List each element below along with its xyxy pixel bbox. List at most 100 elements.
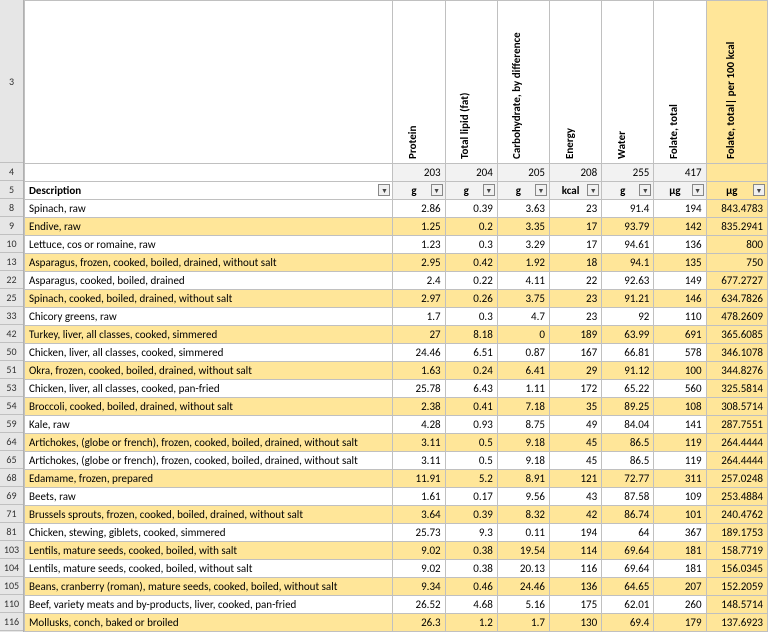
filter-dropdown-icon[interactable]: ▼ xyxy=(378,184,390,196)
data-cell: 0.41 xyxy=(445,398,497,416)
food-description: Brussels sprouts, frozen, cooked, boiled… xyxy=(25,506,393,524)
filter-dropdown-icon[interactable]: ▼ xyxy=(753,184,765,196)
data-cell: 181 xyxy=(654,560,706,578)
table-row[interactable]: Asparagus, frozen, cooked, boiled, drain… xyxy=(25,254,768,272)
table-row[interactable]: Beets, raw1.610.179.564387.58109253.4884 xyxy=(25,488,768,506)
filter-dropdown-icon[interactable]: ▼ xyxy=(639,184,651,196)
data-cell: 119 xyxy=(654,434,706,452)
data-cell: 264.4444 xyxy=(706,434,767,452)
unit-label: µg xyxy=(726,184,737,197)
data-cell: 3.63 xyxy=(497,200,549,218)
unit-cell[interactable]: µg ▼ xyxy=(706,182,767,200)
data-cell: 8.75 xyxy=(497,416,549,434)
data-cell: 0 xyxy=(497,326,549,344)
header-blank xyxy=(25,1,393,164)
column-header[interactable]: Energy xyxy=(549,1,601,164)
description-header[interactable]: Description▼ xyxy=(25,182,393,200)
unit-cell[interactable]: kcal▼ xyxy=(549,182,601,200)
data-cell: 691 xyxy=(654,326,706,344)
data-cell: 0.42 xyxy=(445,254,497,272)
data-cell: 91.4 xyxy=(602,200,654,218)
table-row[interactable]: Chicory greens, raw1.70.34.72392110478.2… xyxy=(25,308,768,326)
data-cell: 9.18 xyxy=(497,452,549,470)
data-cell: 308.5714 xyxy=(706,398,767,416)
table-row[interactable]: Spinach, raw2.860.393.632391.4194843.478… xyxy=(25,200,768,218)
data-cell: 8.32 xyxy=(497,506,549,524)
data-cell: 149 xyxy=(654,272,706,290)
table-row[interactable]: Edamame, frozen, prepared11.915.28.91121… xyxy=(25,470,768,488)
table-row[interactable]: Chicken, stewing, giblets, cooked, simme… xyxy=(25,524,768,542)
data-cell: 121 xyxy=(549,470,601,488)
data-cell: 136 xyxy=(549,578,601,596)
data-grid: ProteinTotal lipid (fat)Carbohydrate, by… xyxy=(24,0,768,632)
food-description: Broccoli, cooked, boiled, drained, witho… xyxy=(25,398,393,416)
table-row[interactable]: Chicken, liver, all classes, cooked, sim… xyxy=(25,344,768,362)
data-cell: 3.29 xyxy=(497,236,549,254)
filter-dropdown-icon[interactable]: ▼ xyxy=(692,184,704,196)
data-cell: 109 xyxy=(654,488,706,506)
filter-dropdown-icon[interactable]: ▼ xyxy=(483,184,495,196)
data-cell: 3.11 xyxy=(393,452,445,470)
food-description: Asparagus, frozen, cooked, boiled, drain… xyxy=(25,254,393,272)
data-cell: 86.5 xyxy=(602,434,654,452)
column-header[interactable]: Protein xyxy=(393,1,445,164)
unit-cell[interactable]: µg▼ xyxy=(654,182,706,200)
column-header[interactable]: Folate, total| per 100 kcal xyxy=(706,1,767,164)
filter-dropdown-icon[interactable]: ▼ xyxy=(431,184,443,196)
column-header[interactable]: Carbohydrate, by difference xyxy=(497,1,549,164)
data-cell: 100 xyxy=(654,362,706,380)
filter-dropdown-icon[interactable]: ▼ xyxy=(535,184,547,196)
data-cell: 8.91 xyxy=(497,470,549,488)
food-description: Okra, frozen, cooked, boiled, drained, w… xyxy=(25,362,393,380)
data-cell: 478.2609 xyxy=(706,308,767,326)
table-row[interactable]: Turkey, liver, all classes, cooked, simm… xyxy=(25,326,768,344)
data-cell: 64 xyxy=(602,524,654,542)
column-header[interactable]: Folate, total xyxy=(654,1,706,164)
unit-cell[interactable]: g▼ xyxy=(602,182,654,200)
table-row[interactable]: Broccoli, cooked, boiled, drained, witho… xyxy=(25,398,768,416)
data-cell: 365.6085 xyxy=(706,326,767,344)
unit-cell[interactable]: g▼ xyxy=(445,182,497,200)
table-row[interactable]: Artichokes, (globe or french), frozen, c… xyxy=(25,434,768,452)
table-row[interactable]: Beans, cranberry (roman), mature seeds, … xyxy=(25,578,768,596)
data-cell: 119 xyxy=(654,452,706,470)
data-cell: 20.13 xyxy=(497,560,549,578)
table-row[interactable]: Spinach, cooked, boiled, drained, withou… xyxy=(25,290,768,308)
data-cell: 69.64 xyxy=(602,560,654,578)
column-header[interactable]: Water xyxy=(602,1,654,164)
unit-cell[interactable]: g▼ xyxy=(497,182,549,200)
table-row[interactable]: Kale, raw4.280.938.754984.04141287.7551 xyxy=(25,416,768,434)
food-description: Chicken, liver, all classes, cooked, sim… xyxy=(25,344,393,362)
table-row[interactable]: Endive, raw1.250.23.351793.79142835.2941 xyxy=(25,218,768,236)
row-number: 64 xyxy=(0,433,23,451)
table-row[interactable]: Okra, frozen, cooked, boiled, drained, w… xyxy=(25,362,768,380)
data-cell: 0.22 xyxy=(445,272,497,290)
unit-cell[interactable]: g▼ xyxy=(393,182,445,200)
filter-dropdown-icon[interactable]: ▼ xyxy=(587,184,599,196)
data-cell: 25.73 xyxy=(393,524,445,542)
data-cell: 146 xyxy=(654,290,706,308)
data-cell: 1.92 xyxy=(497,254,549,272)
row-number: 65 xyxy=(0,451,23,469)
table-row[interactable]: Lentils, mature seeds, cooked, boiled, w… xyxy=(25,542,768,560)
row-number: 59 xyxy=(0,415,23,433)
data-cell: 2.95 xyxy=(393,254,445,272)
row-number: 116 xyxy=(0,613,23,631)
food-description: Lentils, mature seeds, cooked, boiled, w… xyxy=(25,542,393,560)
table-row[interactable]: Lentils, mature seeds, cooked, boiled, w… xyxy=(25,560,768,578)
data-cell: 560 xyxy=(654,380,706,398)
table-row[interactable]: Lettuce, cos or romaine, raw1.230.33.291… xyxy=(25,236,768,254)
table-row[interactable]: Brussels sprouts, frozen, cooked, boiled… xyxy=(25,506,768,524)
data-cell: 367 xyxy=(654,524,706,542)
table-row[interactable]: Asparagus, cooked, boiled, drained2.40.2… xyxy=(25,272,768,290)
data-cell: 287.7551 xyxy=(706,416,767,434)
table-row[interactable]: Chicken, liver, all classes, cooked, pan… xyxy=(25,380,768,398)
table-row[interactable]: Beef, variety meats and by-products, liv… xyxy=(25,596,768,614)
row-number: 69 xyxy=(0,487,23,505)
table-row[interactable]: Artichokes, (globe or french), frozen, c… xyxy=(25,452,768,470)
nutrient-code: 204 xyxy=(445,164,497,182)
data-cell: 64.65 xyxy=(602,578,654,596)
food-description: Chicken, liver, all classes, cooked, pan… xyxy=(25,380,393,398)
column-header[interactable]: Total lipid (fat) xyxy=(445,1,497,164)
data-cell: 800 xyxy=(706,236,767,254)
